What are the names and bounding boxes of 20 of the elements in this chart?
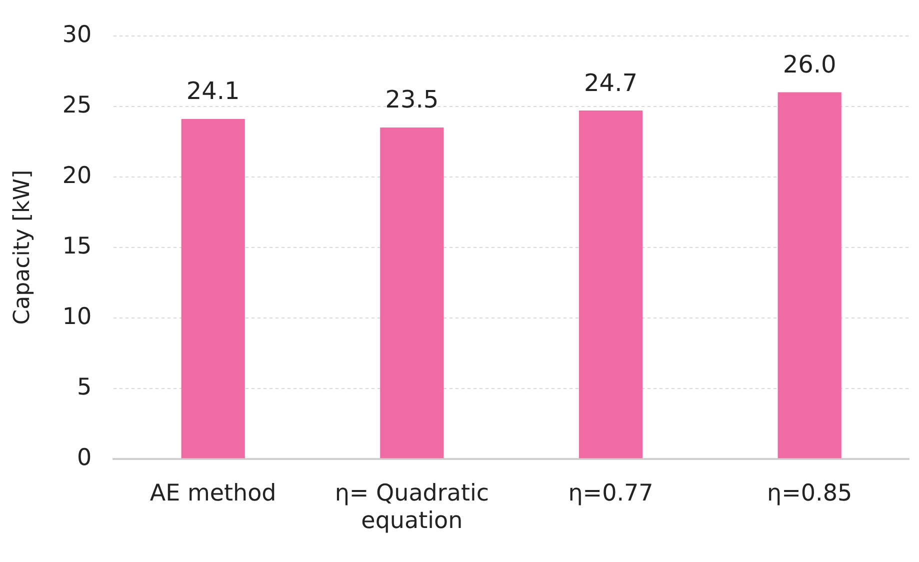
x-tick-label: η= Quadratic equation xyxy=(334,480,489,534)
y-tick-label: 0 xyxy=(77,444,92,471)
bar xyxy=(578,110,643,458)
y-tick-label: 10 xyxy=(62,304,92,330)
y-tick-label: 5 xyxy=(77,374,92,400)
bar xyxy=(181,118,245,458)
y-tick-label: 30 xyxy=(62,22,92,48)
data-label: 24.1 xyxy=(186,77,240,106)
y-tick-label: 15 xyxy=(62,233,92,260)
y-tick-label: 25 xyxy=(62,92,92,118)
y-axis-title: Capacity [kW] xyxy=(10,170,35,325)
x-tick-label: AE method xyxy=(150,480,276,507)
data-label: 26.0 xyxy=(782,50,836,78)
data-label: 23.5 xyxy=(385,86,439,114)
bar xyxy=(380,127,444,458)
x-tick-label: η=0.85 xyxy=(767,480,852,507)
bar xyxy=(778,92,842,458)
y-tick-label: 20 xyxy=(62,162,92,189)
data-label: 24.7 xyxy=(584,68,638,97)
x-tick-label: η=0.77 xyxy=(568,480,654,507)
